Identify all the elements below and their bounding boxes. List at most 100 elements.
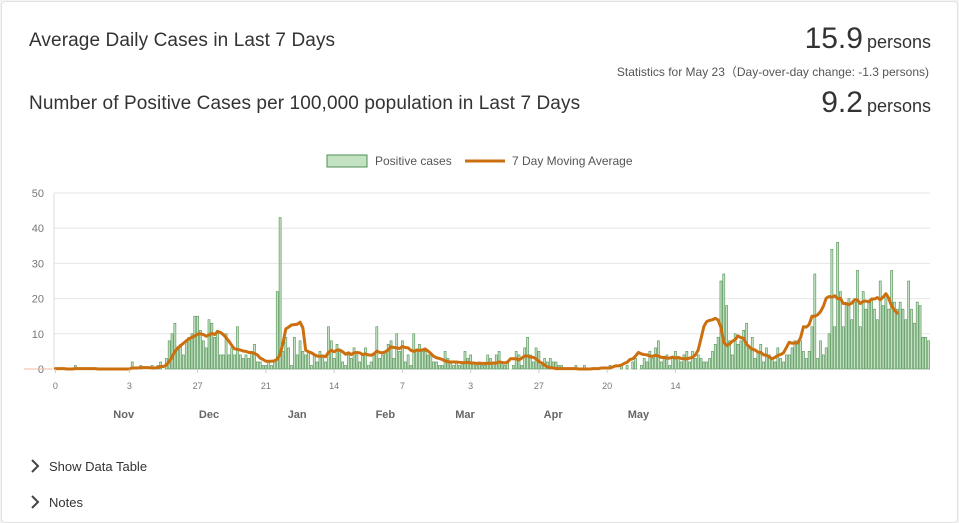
case-bar bbox=[344, 365, 347, 370]
case-bar bbox=[375, 326, 379, 370]
case-bar bbox=[440, 365, 444, 370]
case-bar bbox=[750, 337, 754, 370]
case-bar bbox=[870, 298, 874, 370]
x-day-tick-label: 0 bbox=[53, 381, 58, 391]
case-bar bbox=[790, 347, 794, 370]
y-tick-label: 20 bbox=[32, 294, 44, 306]
case-bar bbox=[713, 344, 717, 370]
case-bar bbox=[361, 354, 364, 370]
case-bar bbox=[503, 365, 507, 370]
case-bar bbox=[403, 361, 407, 370]
case-bar bbox=[918, 305, 922, 370]
case-bar bbox=[776, 347, 780, 370]
case-bar bbox=[671, 358, 674, 370]
case-bar bbox=[861, 291, 865, 370]
show-data-table-toggle[interactable]: Show Data Table bbox=[26, 457, 147, 475]
notes-toggle[interactable]: Notes bbox=[26, 493, 83, 511]
case-bar bbox=[230, 347, 234, 370]
case-bar bbox=[691, 351, 694, 370]
y-tick-label: 40 bbox=[32, 223, 44, 235]
chart-axes: 0 10 20 30 40 50 0 3 27 21 14 7 3 27 20 14 Nov Dec Jan Feb M… bbox=[24, 188, 680, 421]
case-bar bbox=[219, 354, 222, 370]
case-bar bbox=[475, 365, 478, 370]
chart-legend[interactable]: Positive cases 7 Day Moving Average bbox=[326, 154, 633, 168]
x-day-tick-label: 27 bbox=[534, 381, 544, 391]
case-bar bbox=[682, 354, 686, 370]
case-bar bbox=[298, 340, 302, 370]
case-bar bbox=[705, 361, 709, 370]
case-bar bbox=[338, 351, 342, 370]
case-bar bbox=[634, 358, 637, 370]
case-bar bbox=[742, 329, 746, 370]
case-bar bbox=[725, 305, 728, 370]
case-bar bbox=[822, 354, 825, 370]
x-day-tick-label: 27 bbox=[193, 381, 203, 391]
case-bar bbox=[850, 319, 854, 370]
positive-cases-chart: Positive cases 7 Day Moving Average 0 10 2… bbox=[24, 154, 930, 421]
case-bar bbox=[170, 333, 174, 370]
y-tick-label: 10 bbox=[32, 329, 44, 341]
case-bar bbox=[389, 340, 393, 370]
x-day-tick-label: 14 bbox=[329, 381, 339, 391]
case-bar bbox=[864, 308, 868, 370]
case-bar bbox=[213, 337, 217, 370]
case-bar bbox=[767, 354, 771, 370]
case-bar bbox=[762, 361, 765, 370]
case-bar bbox=[676, 358, 680, 370]
case-bar bbox=[423, 351, 427, 370]
x-month-label: Feb bbox=[376, 409, 396, 421]
case-bar bbox=[256, 361, 259, 370]
case-bar bbox=[278, 217, 282, 370]
case-bar bbox=[318, 351, 322, 370]
case-bar bbox=[244, 354, 248, 370]
case-bar bbox=[856, 270, 859, 370]
case-bar bbox=[355, 354, 359, 370]
case-bar bbox=[386, 344, 390, 370]
average-value-number: 15.9 bbox=[804, 22, 863, 55]
case-bar bbox=[688, 361, 691, 370]
case-bar bbox=[884, 294, 888, 370]
case-bar bbox=[731, 354, 734, 370]
case-bar bbox=[699, 358, 703, 370]
case-bar bbox=[796, 340, 800, 370]
case-bar bbox=[310, 365, 313, 370]
case-bar bbox=[708, 358, 711, 370]
case-bar bbox=[366, 365, 370, 370]
case-bar bbox=[654, 347, 657, 370]
case-bar bbox=[167, 340, 171, 370]
case-bar bbox=[531, 361, 535, 370]
case-bar bbox=[329, 340, 333, 370]
case-bar bbox=[529, 354, 532, 370]
case-bar bbox=[438, 365, 441, 370]
x-day-tick-label: 7 bbox=[400, 381, 405, 391]
case-bar bbox=[765, 347, 768, 370]
case-bar bbox=[398, 351, 401, 370]
case-bar bbox=[787, 354, 791, 370]
case-bar bbox=[722, 273, 726, 370]
case-bar bbox=[833, 326, 837, 370]
case-bar bbox=[187, 337, 191, 370]
case-bar bbox=[895, 308, 899, 370]
case-bar bbox=[924, 337, 928, 370]
case-bar bbox=[199, 329, 202, 370]
case-bar bbox=[224, 333, 228, 370]
case-bar bbox=[631, 361, 635, 370]
statistics-date-note: Statistics for May 23（Day-over-day chang… bbox=[616, 65, 929, 79]
case-bar bbox=[207, 319, 211, 370]
case-bar bbox=[716, 337, 720, 370]
case-bar bbox=[512, 365, 515, 370]
y-tick-label: 50 bbox=[32, 188, 44, 200]
case-bar bbox=[642, 358, 646, 370]
case-bar bbox=[426, 354, 430, 370]
case-bar bbox=[526, 337, 529, 370]
case-bar bbox=[927, 340, 930, 370]
case-bar bbox=[284, 337, 288, 370]
per-100k-value-unit: persons bbox=[866, 96, 931, 116]
case-bar bbox=[890, 270, 893, 370]
case-bar bbox=[287, 347, 290, 370]
case-bar bbox=[378, 358, 381, 370]
y-tick-label: 0 bbox=[38, 364, 44, 376]
case-bar bbox=[773, 361, 777, 370]
legend-line-label: 7 Day Moving Average bbox=[512, 154, 633, 168]
